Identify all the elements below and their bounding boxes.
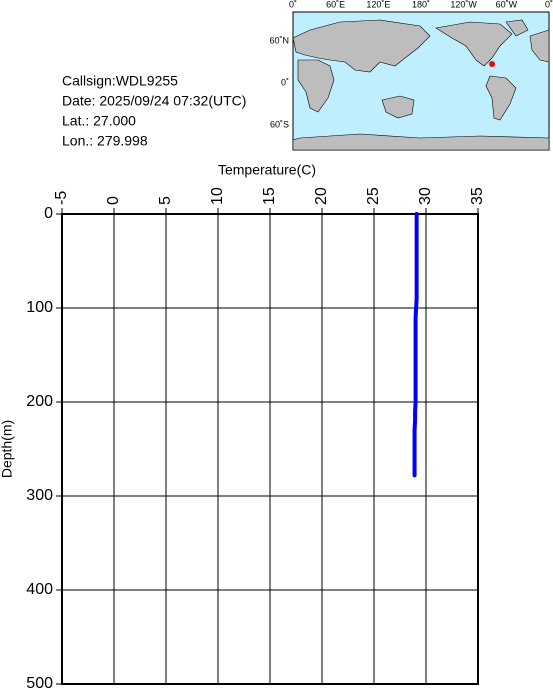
lon: Lon.: 279.998: [62, 133, 148, 149]
y-tick-label: 200: [26, 393, 53, 410]
y-tick-label: 300: [26, 487, 53, 504]
y-tick-label: 400: [26, 581, 53, 598]
plot-frame: [61, 213, 479, 685]
callsign: Callsign:WDL9255: [62, 73, 178, 89]
map-lat-label: 60˚N: [269, 35, 289, 45]
y-axis-label: Depth(m): [0, 420, 15, 478]
lat: Lat.: 27.000: [62, 113, 136, 129]
world-map: [292, 11, 550, 151]
location-marker: [489, 61, 495, 67]
map-lon-label: 0˚: [289, 0, 297, 9]
date: Date: 2025/09/24 07:32(UTC): [62, 93, 246, 109]
x-tick-label: -5: [53, 191, 70, 205]
map-lat-label: 0˚: [281, 77, 289, 87]
map-lon-label: 120˚E: [366, 0, 390, 9]
y-tick-label: 0: [44, 205, 53, 222]
x-tick-label: 35: [469, 187, 486, 205]
map-lon-label: 120˚W: [450, 0, 477, 9]
map-lon-label: 60˚E: [326, 0, 345, 9]
x-tick-label: 25: [365, 187, 382, 205]
x-tick-label: 5: [157, 196, 174, 205]
map-lon-label: 0˚: [545, 0, 553, 9]
x-tick-label: 30: [417, 187, 434, 205]
x-axis-label: Temperature(C): [218, 162, 316, 178]
map-lat-label: 60˚S: [270, 119, 289, 129]
x-tick-label: 10: [209, 187, 226, 205]
x-tick-label: 0: [105, 196, 122, 205]
y-tick-label: 500: [26, 675, 53, 690]
y-tick-label: 100: [26, 299, 53, 316]
x-tick-label: 20: [313, 187, 330, 205]
map-lon-label: 60˚W: [496, 0, 518, 9]
x-tick-label: 15: [261, 187, 278, 205]
map-lon-label: 180˚: [412, 0, 430, 9]
profile-line: [412, 212, 419, 478]
land: [292, 19, 550, 151]
